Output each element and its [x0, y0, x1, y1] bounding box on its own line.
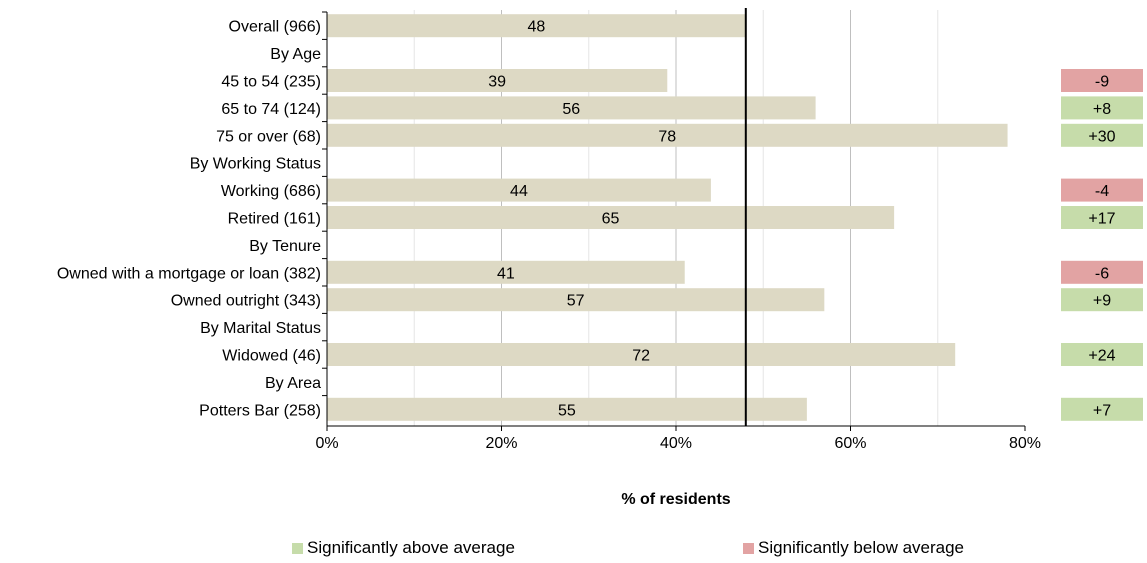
category-label: By Tenure — [249, 238, 321, 255]
diff-box — [1061, 69, 1143, 92]
diff-label: +9 — [1093, 293, 1111, 310]
diff-label: -4 — [1095, 183, 1109, 200]
bar-value-label: 65 — [602, 211, 620, 228]
category-label: Widowed (46) — [222, 348, 321, 365]
x-tick-label: 20% — [485, 435, 517, 452]
diff-label: +24 — [1088, 348, 1115, 365]
diff-box — [1061, 260, 1143, 284]
diff-box — [1061, 96, 1143, 120]
bar — [327, 288, 825, 312]
category-label: 45 to 54 (235) — [221, 74, 321, 91]
bar — [327, 397, 807, 421]
category-label: By Working Status — [190, 156, 321, 173]
bar — [327, 343, 956, 366]
bar — [327, 206, 895, 229]
legend-swatch-below — [743, 542, 754, 554]
bar — [327, 14, 746, 38]
bar — [327, 96, 816, 120]
diff-box — [1061, 397, 1143, 421]
bar-value-label: 39 — [488, 74, 506, 91]
x-tick-label: 40% — [660, 435, 692, 452]
diff-label: +8 — [1093, 101, 1111, 118]
category-label: Potters Bar (258) — [199, 402, 321, 419]
bar-value-label: 56 — [562, 101, 580, 118]
diff-label: +7 — [1093, 402, 1111, 419]
bar — [327, 69, 668, 92]
category-label: Owned with a mortgage or loan (382) — [57, 265, 321, 282]
category-label: 65 to 74 (124) — [221, 101, 321, 118]
diff-label: +17 — [1088, 211, 1115, 228]
legend-item-above: Significantly above average — [292, 538, 515, 558]
bar-value-label: 41 — [497, 265, 515, 282]
category-label: Retired (161) — [228, 211, 321, 228]
diff-box — [1061, 178, 1143, 202]
category-label: By Area — [265, 375, 321, 392]
category-label: Owned outright (343) — [171, 293, 321, 310]
bar — [327, 123, 1008, 147]
legend-label-above: Significantly above average — [307, 538, 515, 557]
bar-value-label: 57 — [567, 293, 585, 310]
category-label: Overall (966) — [229, 19, 321, 36]
bar-value-label: 55 — [558, 402, 576, 419]
legend-label-below: Significantly below average — [758, 538, 965, 557]
x-axis-title: % of residents — [621, 491, 730, 508]
bar-value-label: 48 — [528, 19, 546, 36]
bar-value-label: 78 — [658, 128, 676, 145]
bar-chart: Overall (966) 48 By Age 45 to 54 (235) 39 -9 6… — [57, 8, 1143, 508]
category-label: By Age — [270, 46, 321, 63]
legend-item-below: Significantly below average — [743, 538, 964, 558]
category-label: Working (686) — [221, 183, 321, 200]
category-label: By Marital Status — [200, 320, 321, 337]
bar-value-label: 72 — [632, 348, 650, 365]
bar-value-label: 44 — [510, 183, 528, 200]
bar — [327, 260, 685, 284]
x-tick-label: 80% — [1009, 435, 1041, 452]
diff-box — [1061, 343, 1143, 366]
diff-label: +30 — [1088, 128, 1115, 145]
legend-swatch-above — [292, 542, 303, 554]
diff-box — [1061, 288, 1143, 312]
diff-box — [1061, 206, 1143, 229]
x-tick-label: 60% — [834, 435, 866, 452]
diff-box — [1061, 123, 1143, 147]
diff-label: -6 — [1095, 265, 1109, 282]
x-tick-label: 0% — [315, 435, 338, 452]
diff-label: -9 — [1095, 74, 1109, 91]
category-label: 75 or over (68) — [216, 128, 321, 145]
bar — [327, 178, 711, 202]
